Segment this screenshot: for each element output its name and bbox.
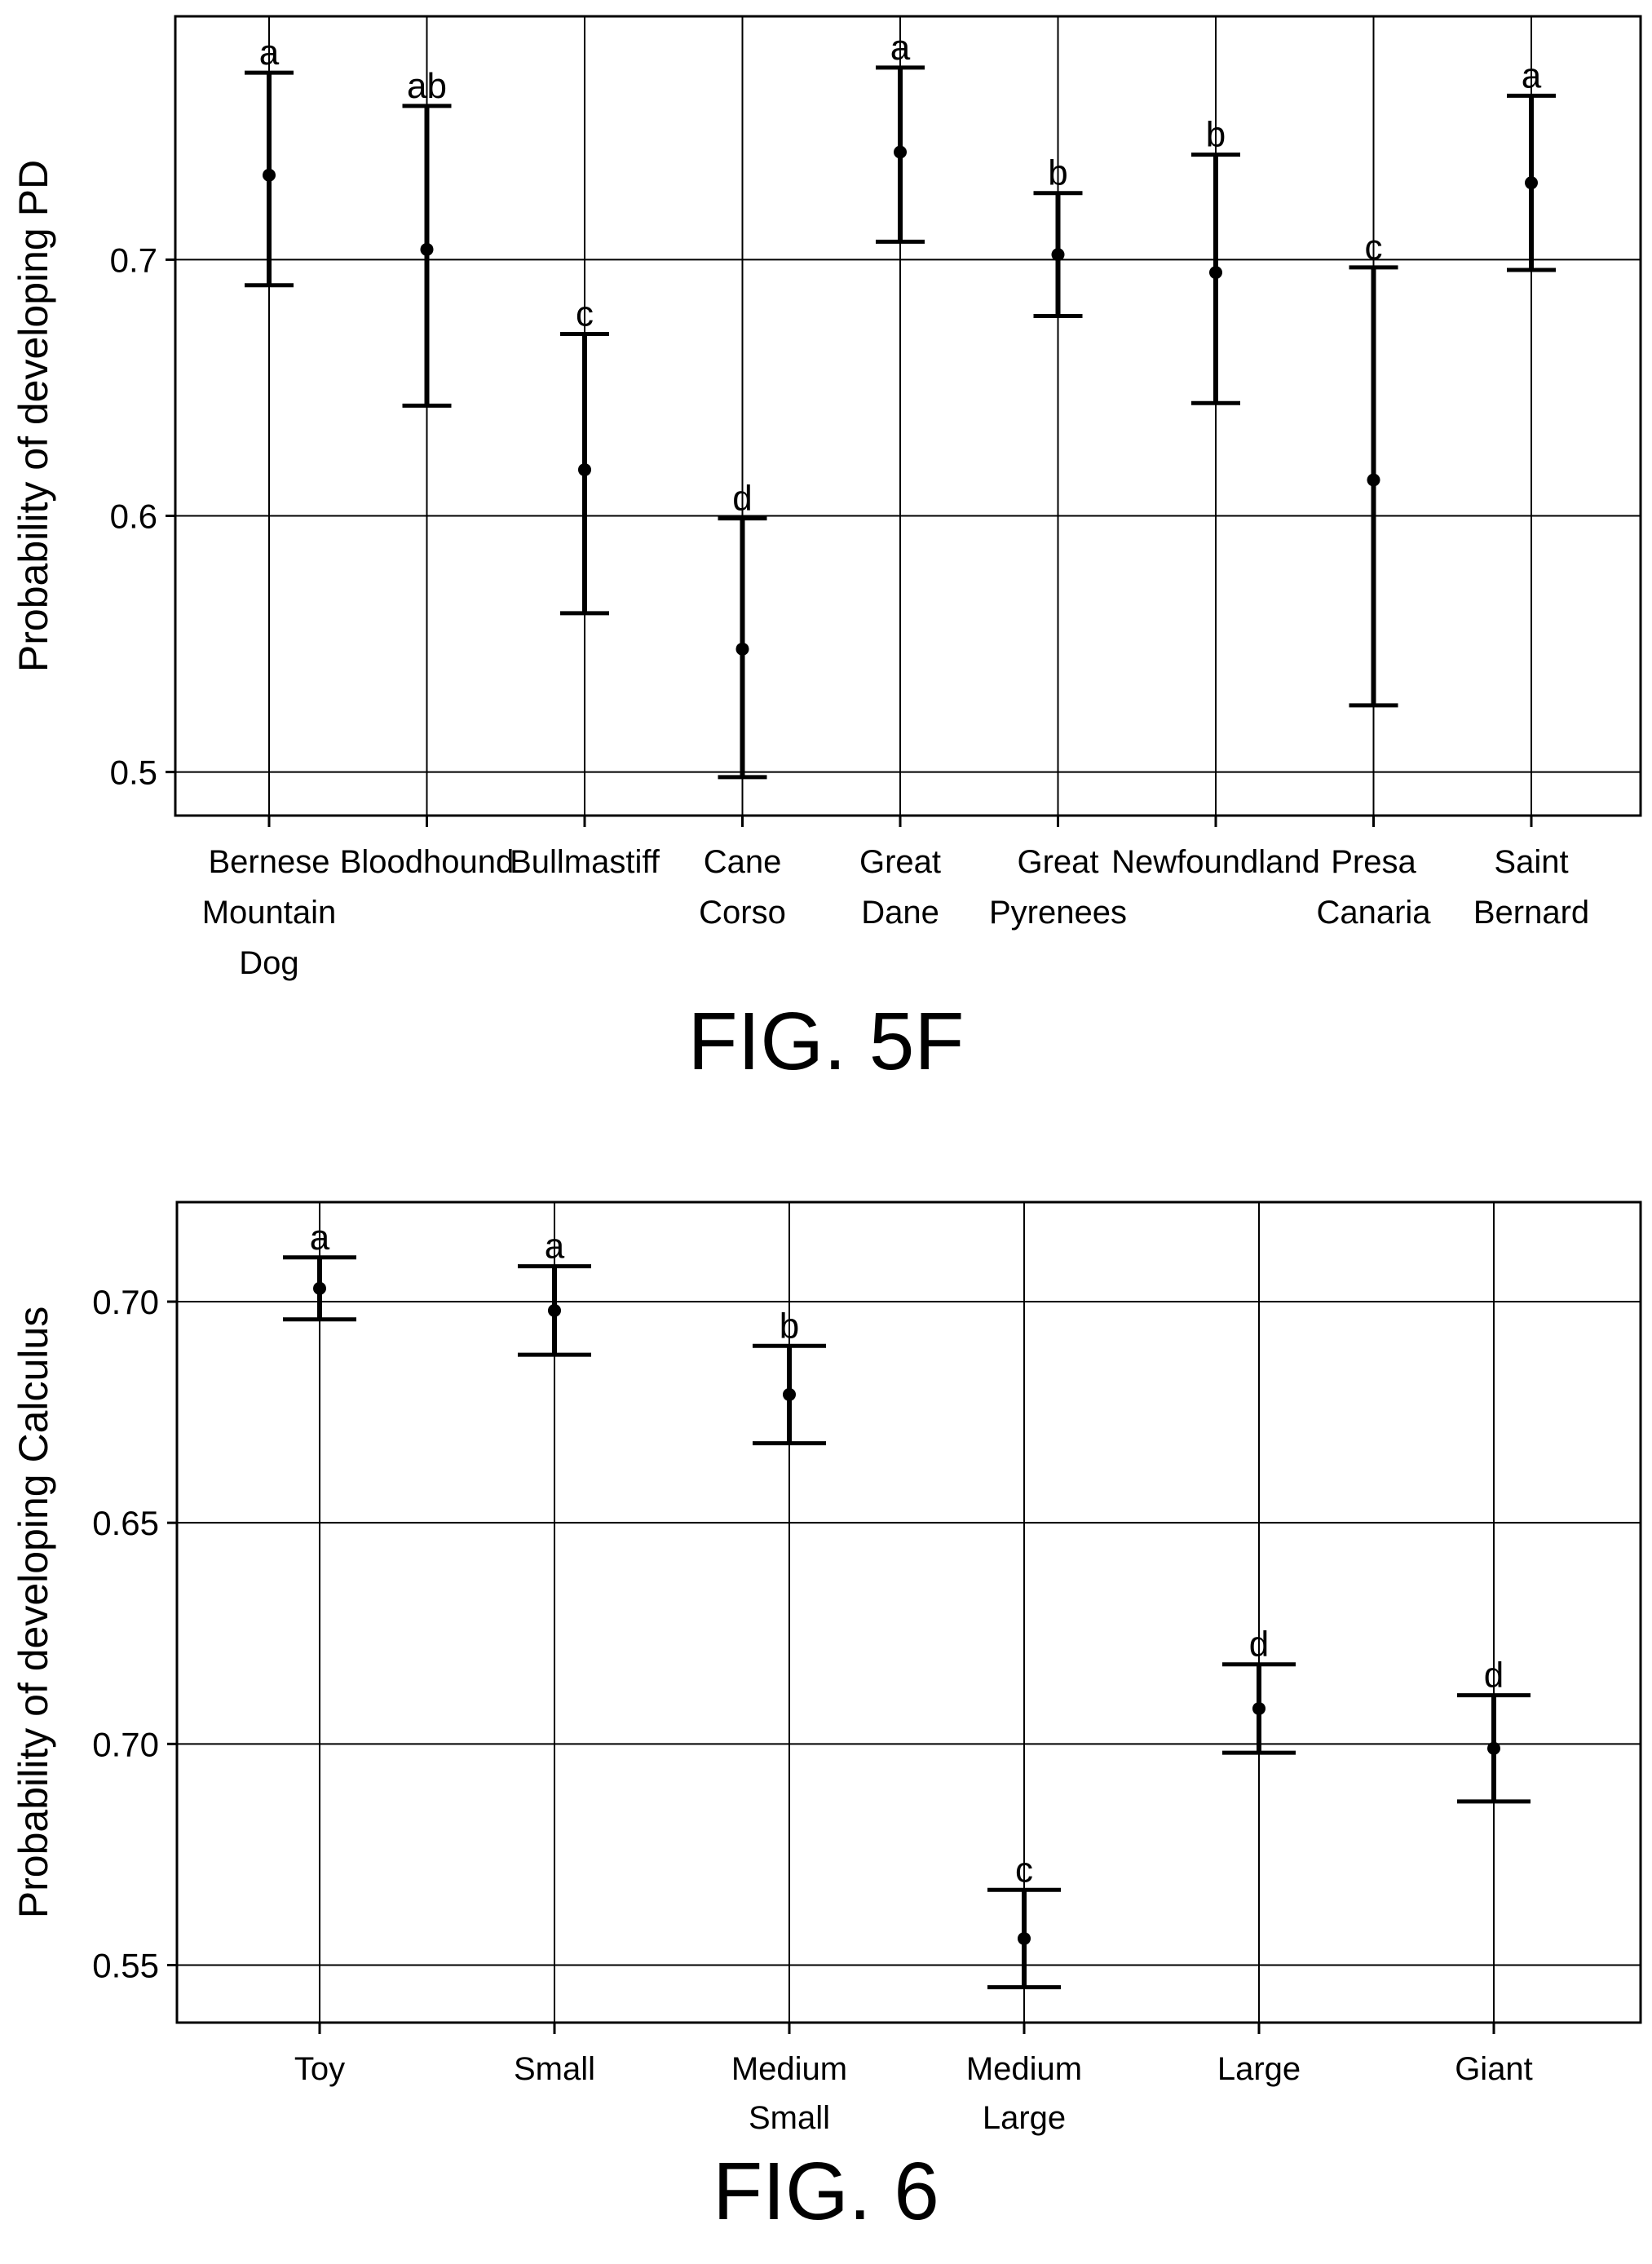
group-letter: ab: [407, 66, 447, 106]
x-tick-label: Giant: [1455, 2051, 1533, 2087]
figure-label-5f: FIG. 5F: [687, 996, 965, 1087]
x-tick-label: Great Pyrenees: [989, 844, 1127, 931]
x-tick-label: Large: [1217, 2051, 1301, 2087]
data-point: [548, 1303, 561, 1317]
data-point: [894, 145, 907, 159]
group-letter: d: [1249, 1625, 1269, 1665]
x-tick-label: Cane Corso: [699, 844, 786, 931]
group-letter: a: [310, 1218, 330, 1258]
plot-frame: [174, 15, 1642, 817]
group-letter: a: [890, 28, 911, 68]
group-letter: b: [1206, 115, 1226, 155]
group-letter: a: [545, 1227, 565, 1267]
data-point: [783, 1387, 796, 1401]
y-tick-label: 0.65: [92, 1504, 159, 1542]
y-tick-label: 0.6: [110, 497, 157, 536]
group-letter: a: [259, 33, 280, 73]
group-letter: d: [1484, 1656, 1504, 1696]
y-tick-label: 0.55: [92, 1946, 159, 1984]
x-tick-label: Bullmastiff: [510, 844, 660, 880]
data-point: [420, 242, 434, 256]
x-tick-label: Saint Bernard: [1473, 844, 1589, 931]
group-letter: c: [576, 294, 594, 334]
plot-frame: [175, 1201, 1642, 2024]
chart-fig-6: 0.55 0.70 0.65 0.70 Toy Small Medium Small Mediu…: [11, 1201, 1642, 2136]
x-tick-label: Medium Large: [966, 2051, 1082, 2136]
y-tick-label: 0.5: [110, 754, 157, 792]
data-point: [1018, 1931, 1031, 1945]
y-tick-label: 0.7: [110, 241, 157, 279]
data-point: [735, 642, 749, 656]
data-point: [1487, 1741, 1500, 1755]
group-letter: b: [780, 1306, 799, 1346]
x-tick-label: Medium Small: [731, 2051, 847, 2136]
group-letter: c: [1365, 228, 1383, 268]
group-letter: a: [1522, 55, 1542, 95]
figure-label-6: FIG. 6: [713, 2146, 939, 2237]
x-tick-label: Toy: [294, 2051, 345, 2087]
group-letter: d: [732, 479, 752, 519]
y-axis-title: Probability of developing Calculus: [11, 1307, 56, 1918]
data-point: [313, 1281, 326, 1295]
x-tick-label: Bernese Mountain Dog: [202, 844, 337, 981]
x-tick-label: Bloodhound: [340, 844, 515, 880]
y-axis-title: Probability of developing PD: [11, 160, 56, 672]
x-tick-label: Great Dane: [859, 844, 941, 931]
group-letter: b: [1048, 153, 1067, 193]
data-point: [263, 168, 276, 182]
data-point: [1209, 266, 1222, 280]
data-point: [1051, 248, 1065, 262]
group-letter: c: [1015, 1850, 1033, 1890]
x-tick-label: Presa Canaria: [1316, 844, 1431, 931]
data-point: [1525, 176, 1538, 190]
x-tick-label: Small: [514, 2051, 595, 2087]
data-point: [1252, 1701, 1266, 1715]
y-tick-label: 0.70: [92, 1283, 159, 1321]
chart-fig-5f: 0.5 0.6 0.7 Bernese Mountain DogBloodhoundBul…: [11, 15, 1642, 981]
data-point: [578, 462, 591, 476]
y-tick-label: 0.70: [92, 1725, 159, 1763]
x-tick-label: Newfoundland: [1111, 844, 1320, 880]
data-point: [1367, 473, 1380, 487]
